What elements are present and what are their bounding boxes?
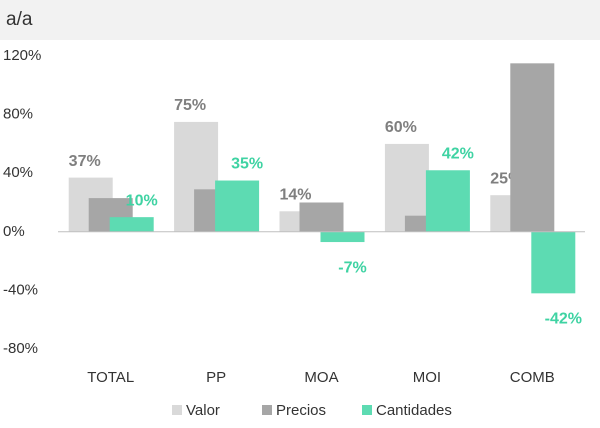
data-label: 35%: [231, 156, 263, 173]
x-tick-label: COMB: [510, 369, 555, 386]
bar: [299, 202, 344, 232]
data-label: -42%: [545, 311, 582, 328]
legend-swatch: [362, 405, 372, 415]
data-label: 37%: [69, 153, 101, 170]
data-label: 75%: [174, 97, 206, 114]
data-label: 10%: [126, 192, 158, 209]
legend-swatch: [262, 405, 272, 415]
x-tick-label: MOI: [413, 369, 441, 386]
y-tick-label: -80%: [3, 340, 38, 357]
bar: [320, 231, 365, 243]
bar: [109, 217, 154, 232]
x-tick-label: PP: [206, 369, 226, 386]
legend-label: Precios: [276, 402, 326, 419]
bar: [425, 170, 470, 232]
x-tick-label: TOTAL: [87, 369, 134, 386]
data-label: 42%: [442, 145, 474, 162]
header-band: [0, 0, 600, 40]
legend-label: Cantidades: [376, 402, 452, 419]
bar: [215, 180, 260, 232]
legend-label: Valor: [186, 402, 220, 419]
bar: [531, 231, 576, 294]
chart-title: a/a: [6, 9, 33, 30]
x-tick-label: MOA: [304, 369, 338, 386]
data-label: 14%: [279, 187, 311, 204]
y-tick-label: 40%: [3, 164, 33, 181]
y-tick-label: 0%: [3, 223, 25, 240]
y-tick-label: -40%: [3, 281, 38, 298]
y-tick-label: 80%: [3, 106, 33, 123]
data-label: -7%: [338, 259, 366, 276]
data-label: 60%: [385, 119, 417, 136]
legend-swatch: [172, 405, 182, 415]
y-tick-label: 120%: [3, 47, 41, 64]
bar: [510, 63, 555, 232]
